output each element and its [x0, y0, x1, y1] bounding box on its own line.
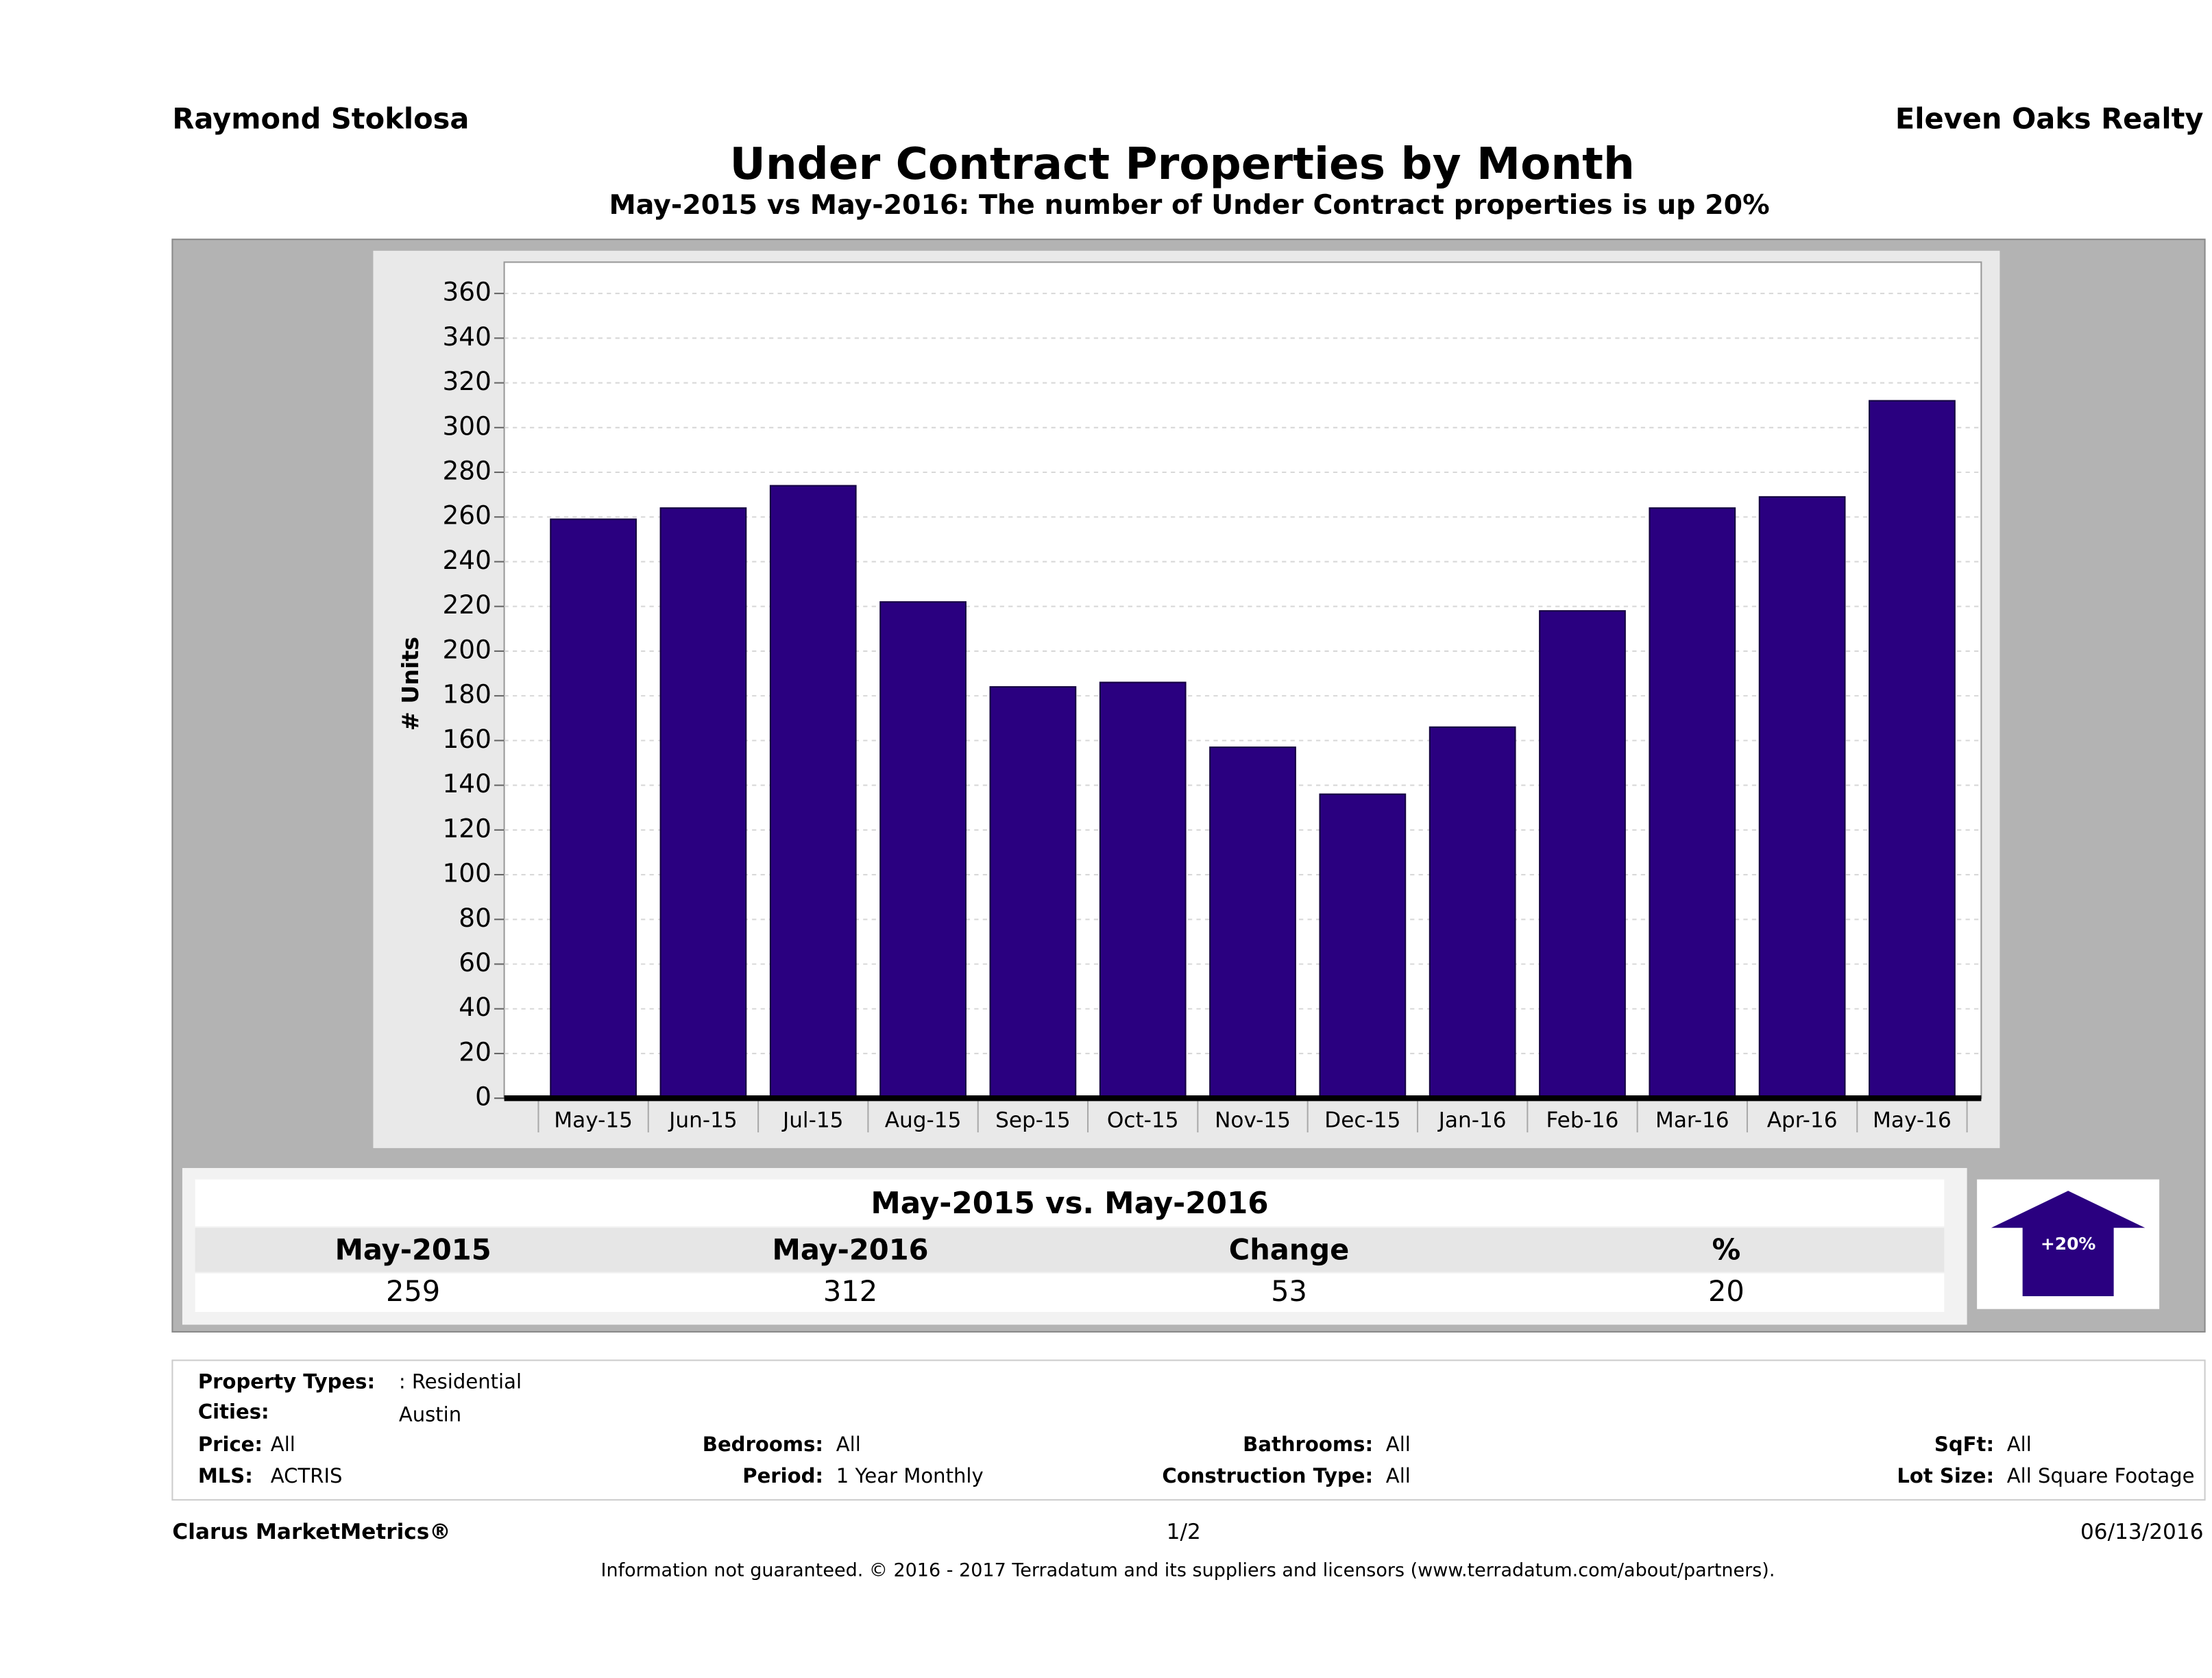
agent-name: Raymond Stoklosa: [172, 102, 469, 136]
y-tick-label: 120: [443, 813, 491, 843]
x-tick-label: Oct-15: [1107, 1108, 1179, 1132]
filter-value: All Square Footage: [2007, 1464, 2195, 1487]
bar: [989, 686, 1077, 1099]
filter-value: All: [271, 1433, 295, 1456]
filter-label: Bathrooms:: [1243, 1433, 1373, 1456]
filter-label: Cities:: [198, 1400, 269, 1423]
filter-label: Period:: [742, 1464, 823, 1487]
bar: [1649, 507, 1736, 1099]
y-tick-label: 280: [443, 456, 491, 486]
bar: [769, 485, 857, 1099]
bar: [550, 518, 637, 1099]
filter-label: Price:: [198, 1433, 263, 1456]
bar: [1319, 793, 1407, 1099]
bar: [659, 507, 747, 1099]
summary-header: Change: [1229, 1233, 1350, 1267]
y-tick-label: 300: [443, 411, 491, 441]
y-axis-title: # Units: [397, 637, 424, 731]
bar: [1209, 746, 1296, 1099]
y-tick-label: 200: [443, 634, 491, 664]
filter-label: Lot Size:: [1897, 1464, 1994, 1487]
y-tick-label: 320: [443, 366, 491, 396]
y-tick-label: 360: [443, 277, 491, 307]
x-tick-label: Jun-15: [668, 1108, 738, 1132]
filter-value: 1 Year Monthly: [836, 1464, 984, 1487]
filters-box: [171, 1359, 2206, 1501]
filter-value: All: [1386, 1433, 1411, 1456]
footer-date: 06/13/2016: [2080, 1520, 2204, 1544]
y-tick-label: 160: [443, 724, 491, 754]
y-tick-label: 260: [443, 500, 491, 531]
summary-header: %: [1712, 1233, 1741, 1267]
bar: [1539, 610, 1626, 1099]
x-tick-label: Feb-16: [1546, 1108, 1618, 1132]
filter-value: All: [2007, 1433, 2032, 1456]
chart-subtitle: May-2015 vs May-2016: The number of Unde…: [609, 189, 1769, 221]
filter-label: Property Types:: [198, 1370, 375, 1394]
bar: [1429, 726, 1516, 1099]
footer-disclaimer: Information not guaranteed. © 2016 - 201…: [601, 1560, 1775, 1581]
y-tick-label: 140: [443, 768, 491, 799]
filter-label: Construction Type:: [1162, 1464, 1373, 1487]
x-tick-label: Sep-15: [995, 1108, 1071, 1132]
footer-page: 1/2: [1167, 1520, 1201, 1544]
summary-header-row: [195, 1228, 1945, 1272]
badge-label: +20%: [2041, 1234, 2096, 1254]
x-tick-label: Apr-16: [1767, 1108, 1838, 1132]
y-tick-label: 80: [459, 903, 491, 933]
filter-label: Bedrooms:: [703, 1433, 823, 1456]
summary-value: 312: [823, 1274, 877, 1308]
bar: [1869, 400, 1956, 1099]
x-tick-label: Jan-16: [1437, 1108, 1507, 1132]
y-tick-label: 60: [459, 947, 491, 977]
chart-title: Under Contract Properties by Month: [730, 138, 1635, 190]
y-tick-label: 340: [443, 321, 491, 352]
filter-label: SqFt:: [1934, 1433, 1994, 1456]
summary-value: 259: [386, 1274, 440, 1308]
company-name: Eleven Oaks Realty: [1895, 102, 2204, 136]
summary-header: May-2016: [772, 1233, 928, 1267]
filter-value: : Residential: [399, 1370, 522, 1394]
x-tick-label: Mar-16: [1655, 1108, 1729, 1132]
summary-title-row: [195, 1179, 1945, 1227]
x-tick-label: May-16: [1873, 1108, 1952, 1132]
filter-value: ACTRIS: [271, 1464, 343, 1487]
y-tick-label: 0: [475, 1082, 491, 1112]
bar: [1758, 496, 1846, 1099]
summary-header: May-2015: [335, 1233, 491, 1267]
x-tick-label: Dec-15: [1324, 1108, 1400, 1132]
footer-brand: Clarus MarketMetrics®: [172, 1520, 450, 1544]
x-tick-label: Aug-15: [885, 1108, 962, 1132]
summary-value: 53: [1271, 1274, 1307, 1308]
up-arrow: [1991, 1191, 2146, 1297]
y-tick-label: 220: [443, 589, 491, 620]
y-tick-label: 240: [443, 545, 491, 575]
filter-value: Austin: [399, 1403, 461, 1426]
x-tick-label: Nov-15: [1215, 1108, 1291, 1132]
bar: [1099, 681, 1187, 1099]
x-tick-label: May-15: [554, 1108, 633, 1132]
filter-value: All: [1386, 1464, 1411, 1487]
y-tick-label: 180: [443, 679, 491, 709]
filter-value: All: [836, 1433, 861, 1456]
summary-value-row: [195, 1273, 1945, 1312]
summary-title: May-2015 vs. May-2016: [871, 1187, 1268, 1221]
bar: [879, 601, 967, 1099]
summary-value: 20: [1708, 1274, 1745, 1308]
filter-label: MLS:: [198, 1464, 253, 1487]
y-tick-label: 20: [459, 1036, 491, 1067]
x-tick-label: Jul-15: [781, 1108, 843, 1132]
y-tick-label: 40: [459, 992, 491, 1022]
y-tick-label: 100: [443, 858, 491, 888]
